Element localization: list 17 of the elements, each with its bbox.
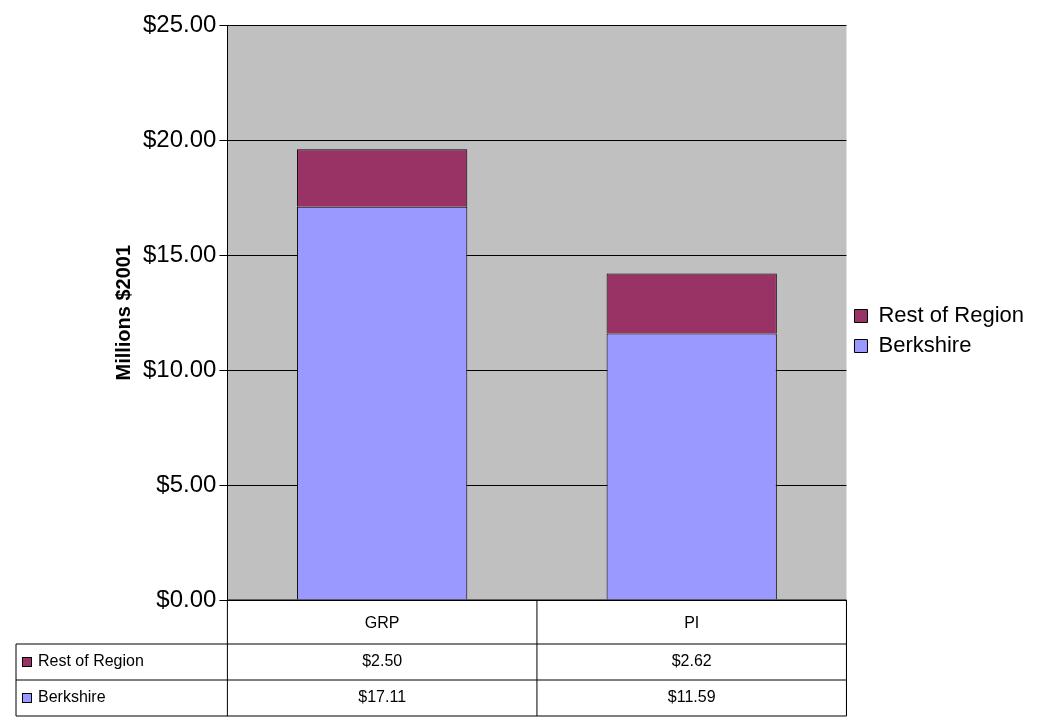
legend-label: Berkshire [878,332,972,358]
x-tick-label: GRP [364,614,400,632]
y-tick-label: $15.00 [143,239,217,267]
data-label: $11.59 [667,688,716,706]
x-tick-label: PI [684,614,700,632]
y-tick-label: $10.00 [143,354,217,382]
y-tick-label: $5.00 [156,469,217,497]
text: Berkshire [38,688,106,706]
y-tick-label: $0.00 [156,584,217,612]
y-axis-title: Millions $2001 [111,244,134,381]
data-label: $2.50 [362,652,403,670]
data-label: $17.11 [358,688,407,706]
y-tick-label: $20.00 [143,124,217,152]
data-label: $2.62 [671,652,712,670]
text: Rest of Region [38,652,144,670]
y-tick-label: $25.00 [143,10,217,38]
legend-label: Rest of Region [878,302,1025,328]
